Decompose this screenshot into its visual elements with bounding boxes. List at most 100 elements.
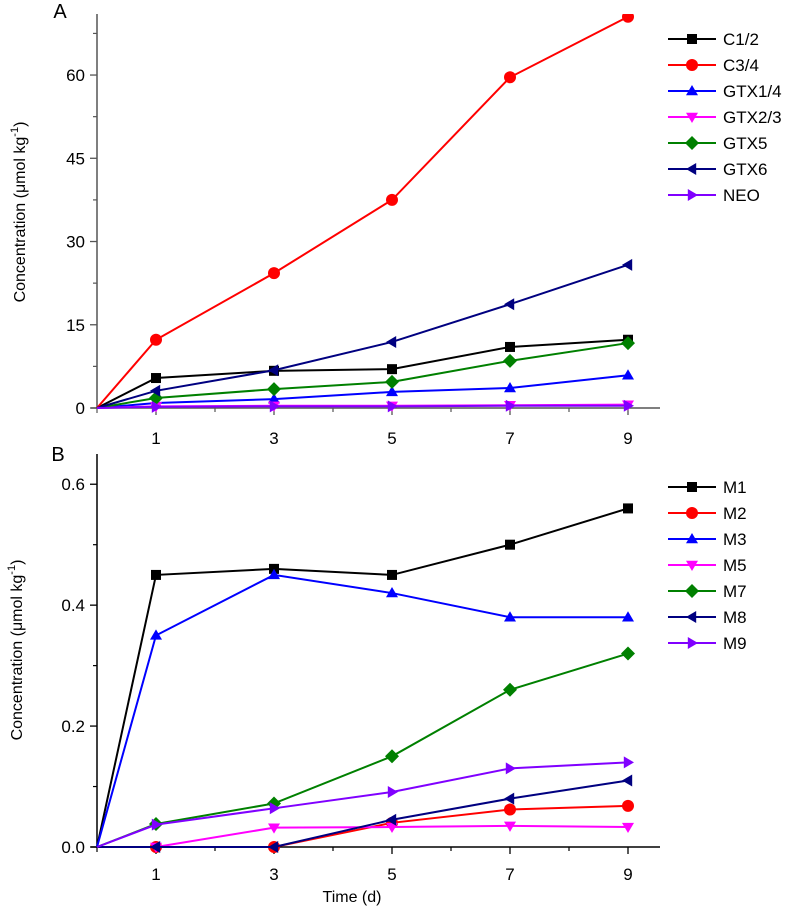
y-axis-title-close: )	[12, 122, 29, 127]
legend-marker	[686, 533, 698, 544]
series-line	[96, 404, 628, 409]
data-point	[268, 267, 280, 280]
data-point	[386, 822, 398, 834]
data-point	[268, 823, 280, 834]
x-tick-label: 5	[387, 865, 396, 884]
data-point	[622, 822, 634, 834]
y-tick-label: 0.4	[61, 596, 85, 615]
y-tick-label: 60	[66, 66, 85, 85]
data-point	[151, 569, 161, 580]
series-gtx6	[96, 258, 633, 409]
legend-item: GTX1/4	[668, 82, 782, 101]
y-tick-label: 0.2	[61, 717, 85, 736]
series-m3	[96, 568, 634, 848]
y-tick-label: 15	[66, 316, 85, 335]
x-tick-label: 7	[505, 865, 514, 884]
data-point	[268, 393, 280, 404]
data-point	[503, 682, 517, 697]
legend-item: GTX2/3	[668, 108, 782, 127]
y-axis-title: Concentration (μmol kg-1)	[6, 560, 26, 741]
series-m1	[96, 503, 633, 848]
legend-item: GTX5	[668, 134, 767, 153]
data-point	[504, 71, 516, 84]
legend-label: M8	[723, 608, 747, 627]
data-point	[268, 568, 280, 580]
x-tick-label: 5	[387, 429, 396, 448]
legend-label: GTX1/4	[723, 82, 782, 101]
series-m9	[96, 756, 634, 848]
data-point	[623, 399, 634, 412]
data-point	[622, 774, 633, 787]
legend: M1 M2 M3 M5 M7 M8 M9	[668, 478, 747, 653]
legend: C1/2 C3/4 GTX1/4 GTX2/3 GTX5 GTX6 NEO	[668, 30, 782, 205]
series-line	[96, 15, 629, 409]
data-point	[268, 364, 279, 377]
series-m8	[97, 774, 633, 853]
series-line	[96, 338, 629, 409]
legend-item: M7	[668, 582, 747, 601]
data-point	[151, 373, 161, 384]
data-point	[150, 629, 162, 640]
data-point	[150, 384, 161, 397]
data-point	[386, 335, 397, 348]
legend-label: M2	[723, 504, 747, 523]
series-line	[96, 573, 628, 848]
data-point	[505, 341, 515, 352]
y-axis-title-close: )	[9, 560, 26, 565]
legend-marker	[686, 85, 698, 96]
x-tick-label: 9	[623, 429, 632, 448]
data-point	[622, 611, 634, 622]
legend-marker	[686, 507, 698, 519]
data-point	[504, 611, 516, 622]
legend-label: C1/2	[723, 30, 759, 49]
legend-item: M8	[668, 608, 747, 627]
series-line	[97, 779, 629, 848]
series-line	[96, 342, 629, 409]
legend-marker	[685, 584, 699, 598]
legend-item: C3/4	[668, 56, 759, 75]
series-c3-4	[96, 14, 634, 409]
data-point	[386, 813, 397, 826]
x-axis-title: Time (d)	[323, 889, 382, 906]
y-axis-title: Concentration (μmol kg-1)	[9, 122, 29, 303]
legend-marker	[687, 189, 698, 201]
series-m7	[96, 646, 635, 848]
data-point	[385, 374, 399, 389]
legend-marker	[687, 34, 697, 44]
legend-item: M1	[668, 478, 747, 497]
legend-item: NEO	[668, 186, 760, 205]
data-point	[622, 369, 634, 380]
y-tick-label: 0.0	[61, 838, 85, 857]
y-tick-label: 0.6	[61, 475, 85, 494]
data-point	[386, 587, 398, 598]
data-point	[623, 756, 634, 769]
series-line	[96, 507, 629, 848]
x-tick-label: 1	[151, 429, 160, 448]
panel-label: B	[51, 444, 64, 466]
data-point	[504, 821, 516, 832]
y-tick-label: 30	[66, 233, 85, 252]
legend-marker	[687, 482, 697, 492]
panel-a: A 0 15 30 45 60 1 3 5 7 9 Concentration (μmol kg-1)…	[9, 1, 782, 448]
y-axis-title-superscript: -1	[9, 127, 21, 137]
legend-marker	[686, 59, 698, 71]
data-point	[623, 503, 633, 514]
x-tick-label: 3	[269, 429, 278, 448]
data-point	[150, 333, 162, 346]
x-tick-label: 7	[505, 429, 514, 448]
data-point	[269, 400, 280, 413]
series-line	[96, 374, 629, 409]
data-point	[622, 258, 633, 271]
data-point	[505, 539, 515, 550]
y-axis-title-main: Concentration (μmol kg	[12, 137, 29, 303]
x-tick-label: 1	[151, 865, 160, 884]
legend-label: GTX6	[723, 160, 767, 179]
legend-label: GTX5	[723, 134, 767, 153]
y-axis-title-superscript: -1	[6, 565, 18, 575]
legend-marker	[685, 136, 699, 150]
data-point	[267, 382, 281, 397]
legend-label: GTX2/3	[723, 108, 782, 127]
legend-label: M5	[723, 556, 747, 575]
series-line	[96, 761, 629, 848]
data-point	[621, 336, 635, 351]
